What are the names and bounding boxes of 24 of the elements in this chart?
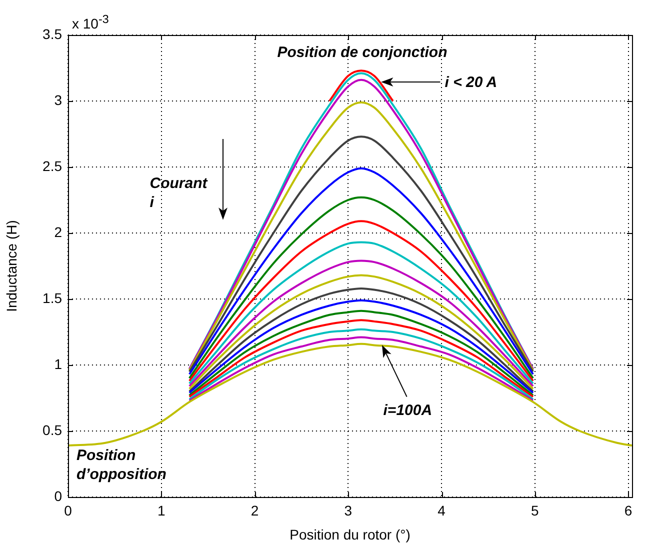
annotation: i=100A bbox=[383, 400, 432, 420]
line-series bbox=[68, 342, 632, 447]
x-tick-label: 4 bbox=[438, 502, 446, 518]
annotation: Position de conjonction bbox=[277, 42, 448, 62]
y-tick-label: 3.5 bbox=[42, 26, 62, 42]
x-axis-title: Position du rotor (°) bbox=[290, 526, 410, 542]
y-tick-label: 1.5 bbox=[42, 290, 62, 306]
annotation: Position d’opposition bbox=[76, 446, 166, 484]
x-tick-label: 6 bbox=[624, 502, 632, 518]
y-tick-label: 3 bbox=[54, 92, 62, 108]
y-tick-label: 1 bbox=[54, 356, 62, 372]
x-tick-label: 1 bbox=[157, 502, 166, 518]
x-tick-label: 2 bbox=[250, 502, 259, 518]
annotation: i < 20 A bbox=[444, 73, 498, 92]
y-tick-label: 2 bbox=[54, 224, 62, 240]
x-tick-label: 5 bbox=[530, 502, 539, 518]
y-tick-label: 2.5 bbox=[42, 158, 62, 174]
x-tick-label: 0 bbox=[64, 502, 72, 518]
text: x 10$^{-3}$ bbox=[72, 13, 109, 32]
x-tick-label: 3 bbox=[344, 502, 352, 518]
y-tick-label: 0 bbox=[54, 488, 62, 504]
y-axis-title: Inductance (H) bbox=[3, 220, 20, 312]
annotation: Courant i bbox=[150, 174, 208, 212]
y-tick-label: 0.5 bbox=[42, 422, 62, 438]
